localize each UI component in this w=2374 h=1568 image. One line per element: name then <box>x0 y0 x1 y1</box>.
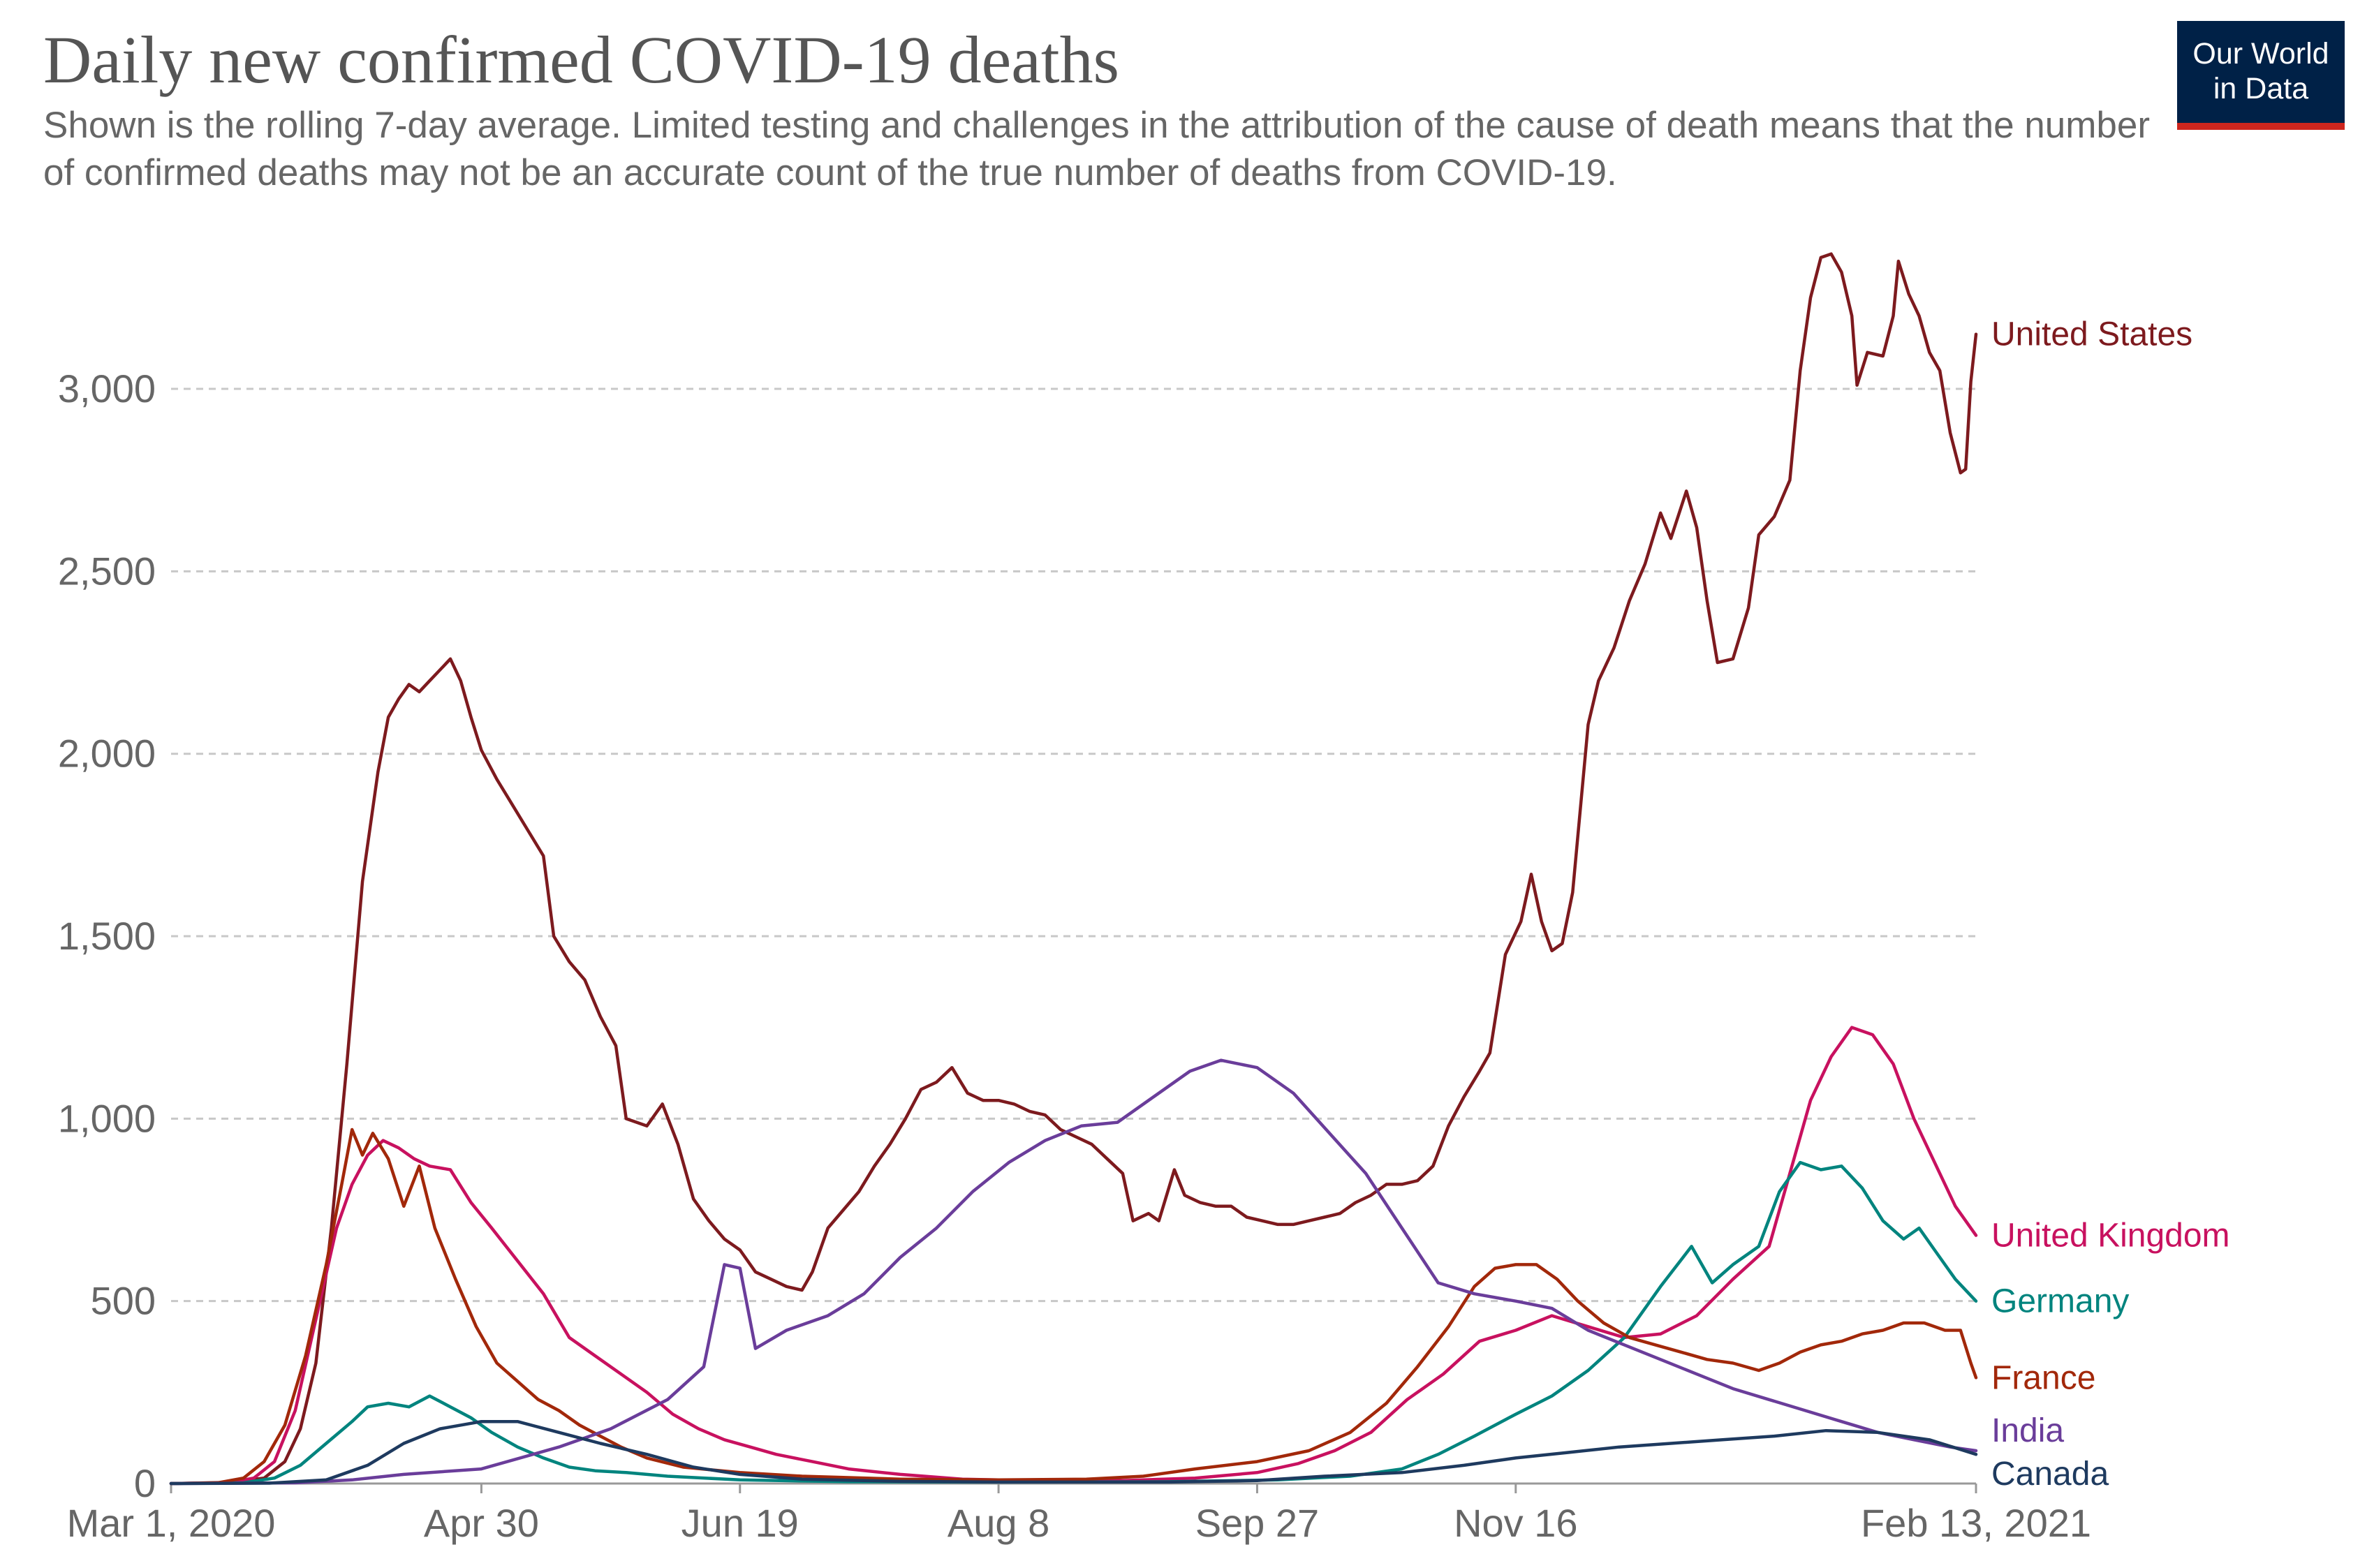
series-label-united-states: United States <box>1991 316 2192 353</box>
logo-text-line-1: Our World <box>2192 37 2329 71</box>
series-line-united-states[interactable] <box>169 252 1978 1486</box>
series-label-canada: Canada <box>1991 1456 2109 1493</box>
series-label-layer: United States United Kingdom Germany France… <box>1991 316 2230 1493</box>
chart-subtitle: Shown is the rolling 7-day average. Limi… <box>43 105 2150 193</box>
series-label-france: France <box>1991 1359 2095 1396</box>
x-tick-label-jun-19: Jun 19 <box>681 1501 799 1545</box>
chart-title: Daily new confirmed COVID-19 deaths <box>43 22 1119 97</box>
x-tick-label-mar-1-2020: Mar 1, 2020 <box>67 1501 276 1545</box>
owid-logo[interactable]: Our World in Data <box>2177 21 2345 130</box>
x-tick-label-nov-16: Nov 16 <box>1454 1501 1577 1545</box>
y-tick-label-2000: 2,000 <box>58 732 156 776</box>
series-line-france[interactable] <box>169 1127 1978 1486</box>
x-tick-label-sep-27: Sep 27 <box>1195 1501 1320 1545</box>
grid-layer <box>171 387 1976 1303</box>
series-line-germany[interactable] <box>169 1160 1978 1486</box>
y-tick-label-500: 500 <box>91 1279 156 1323</box>
y-tick-label-2500: 2,500 <box>58 549 156 593</box>
x-tick-label-aug-8: Aug 8 <box>948 1501 1049 1545</box>
series-line-india[interactable] <box>169 1058 1978 1486</box>
series-label-germany: Germany <box>1991 1283 2129 1320</box>
logo-text-line-2: in Data <box>2213 72 2309 105</box>
x-tick-label-apr-30: Apr 30 <box>424 1501 539 1545</box>
series-layer <box>169 252 1978 1486</box>
series-label-india: India <box>1991 1412 2064 1449</box>
x-tick-label-feb-13-2021: Feb 13, 2021 <box>1861 1501 2091 1545</box>
y-tick-label-3000: 3,000 <box>58 367 156 411</box>
series-line-canada[interactable] <box>169 1419 1978 1486</box>
y-tick-label-1000: 1,000 <box>58 1096 156 1140</box>
y-tick-label-0: 0 <box>134 1461 156 1505</box>
series-line-united-kingdom[interactable] <box>169 1026 1978 1486</box>
y-tick-label-1500: 1,500 <box>58 914 156 958</box>
series-label-united-kingdom: United Kingdom <box>1991 1218 2230 1255</box>
axis-layer: 0 500 1,000 1,500 2,000 2,500 3,000 Mar 1, 2020… <box>58 367 2091 1545</box>
